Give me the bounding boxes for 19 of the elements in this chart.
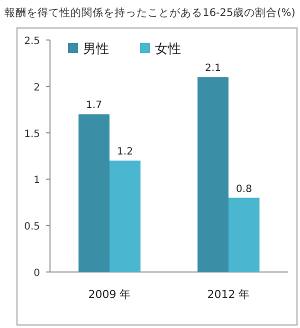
bar <box>78 114 110 272</box>
legend-label: 女性 <box>155 42 181 57</box>
chart-title: 報酬を得て性的関係を持ったことがある16-25歳の割合(%) <box>4 6 296 19</box>
y-tick-label: 2.5 <box>24 36 40 47</box>
data-label: 2.1 <box>205 63 221 74</box>
data-label: 1.7 <box>86 100 102 112</box>
bar <box>110 160 140 272</box>
y-tick-label: 1.5 <box>24 128 40 140</box>
y-tick-label: 2 <box>34 82 40 94</box>
bar <box>198 77 228 272</box>
y-tick-label: 0.5 <box>24 222 40 233</box>
bar <box>228 198 260 272</box>
data-label: 1.2 <box>117 146 133 158</box>
legend-label: 男性 <box>83 42 109 57</box>
x-tick-label: 2009 年 <box>88 288 131 301</box>
y-tick-label: 0 <box>34 268 40 279</box>
data-label: 0.8 <box>236 184 252 195</box>
x-tick-label: 2012 年 <box>207 288 250 301</box>
y-tick-label: 1 <box>34 175 40 186</box>
